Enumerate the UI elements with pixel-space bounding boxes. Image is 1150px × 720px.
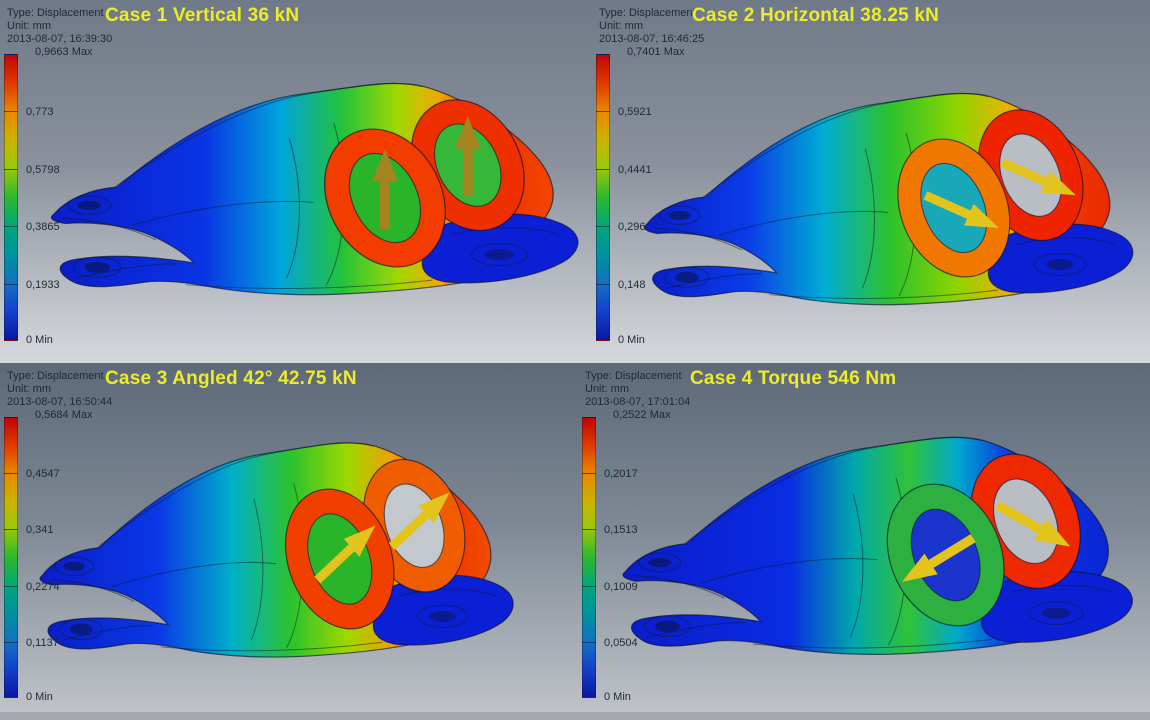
result-unit-label: Unit: mm: [7, 20, 51, 32]
foot-bolt-hole: [654, 620, 680, 632]
scale-min-value: 0 Min: [26, 334, 53, 346]
cad-edge-lines: [50, 442, 496, 652]
color-scale-bar: 0,773 0,5798 0,3865 0,1933 0 Min: [4, 54, 60, 346]
fea-model-3d-view: [39, 442, 514, 658]
load-arrow: [372, 148, 398, 230]
result-unit-label: Unit: mm: [599, 20, 643, 32]
foot-bolt-hole: [674, 271, 699, 283]
color-scale-gradient: [596, 54, 610, 341]
scale-tick: 0,0504: [582, 637, 638, 649]
base-bolt-hole: [1041, 607, 1071, 619]
scale-tick: 0,1137: [4, 637, 59, 649]
scale-max-value: 0,5684 Max: [35, 409, 93, 421]
scale-tick: 0,4547: [4, 468, 60, 480]
load-arrows: [901, 501, 1071, 582]
scale-min-value: 0 Min: [618, 334, 645, 346]
case-title: Case 2 Horizontal 38.25 kN: [692, 5, 940, 26]
case-title: Case 4 Torque 546 Nm: [690, 368, 897, 389]
scale-tick: 0,2017: [582, 468, 638, 480]
case-title: Case 1 Vertical 36 kN: [105, 5, 300, 26]
color-scale-bar: 0,2017 0,1513 0,1009 0,0504 0 Min: [582, 417, 638, 703]
scale-tick: 0,3865: [4, 221, 60, 233]
fea-panel-case-4: Type: Displacement Unit: mm 2013-08-07, …: [578, 363, 1150, 720]
scale-min-value: 0 Min: [604, 691, 631, 703]
cad-edge-lines: [62, 82, 559, 289]
fea-model-3d-view: [50, 82, 579, 296]
scale-tick: 0,1513: [582, 524, 638, 536]
foot-bolt-hole: [77, 200, 102, 210]
cad-edge-lines: [633, 436, 1114, 649]
scale-tick: 0,5798: [4, 164, 60, 176]
fea-panel-case-1: Type: Displacement Unit: mm 2013-08-07, …: [0, 0, 592, 363]
load-arrow: [901, 534, 976, 582]
load-arrow: [1000, 158, 1076, 196]
color-scale-gradient: [4, 417, 18, 698]
base-bolt-hole: [484, 249, 515, 261]
result-unit-label: Unit: mm: [7, 383, 51, 395]
result-legend-header: Type: Displacement Unit: mm 2013-08-07, …: [585, 370, 690, 422]
scale-tick: 0,1933: [4, 279, 60, 291]
result-timestamp: 2013-08-07, 17:01:04: [585, 396, 691, 408]
fea-model-viewport: [28, 411, 524, 707]
fea-model-3d-view: [643, 92, 1134, 306]
foot-bolt-hole: [84, 261, 110, 273]
bottom-border-strip: [0, 712, 1150, 720]
scale-tick: 0,4441: [596, 164, 652, 176]
color-scale-bar: 0,4547 0,341 0,2274 0,1137 0 Min: [4, 417, 60, 703]
load-arrows: [314, 492, 450, 584]
load-arrow: [995, 501, 1071, 547]
load-arrow: [454, 115, 481, 197]
scale-max-value: 0,7401 Max: [627, 46, 685, 58]
load-arrow: [388, 492, 450, 551]
scale-tick: 0,5921: [596, 106, 652, 118]
color-scale-gradient: [582, 417, 596, 698]
scale-max-value: 0,9663 Max: [35, 46, 93, 58]
foot-bolt-hole: [668, 210, 691, 220]
scale-tick: 0,296: [596, 221, 646, 233]
scale-tick: 0,2274: [4, 581, 60, 593]
scale-max-value: 0,2522 Max: [613, 409, 671, 421]
result-legend-header: Type: Displacement Unit: mm 2013-08-07, …: [7, 370, 112, 422]
fea-model-3d-view: [622, 436, 1133, 655]
result-timestamp: 2013-08-07, 16:46:25: [599, 33, 705, 45]
base-bolt-hole: [1046, 259, 1074, 271]
result-legend-header: Type: Displacement Unit: mm 2013-08-07, …: [7, 7, 112, 59]
color-scale-gradient: [4, 54, 18, 341]
foot-bolt-hole: [63, 561, 85, 572]
scale-tick: 0,1009: [582, 581, 638, 593]
result-type-label: Type: Displacement: [7, 370, 104, 382]
fea-panel-case-3: Type: Displacement Unit: mm 2013-08-07, …: [0, 363, 578, 720]
fea-model-viewport: [632, 62, 1144, 354]
load-arrow: [923, 191, 999, 229]
result-timestamp: 2013-08-07, 16:39:30: [7, 33, 113, 45]
result-type-label: Type: Displacement: [585, 370, 682, 382]
fea-panel-case-2: Type: Displacement Unit: mm 2013-08-07, …: [592, 0, 1150, 363]
base-bolt-hole: [429, 610, 456, 622]
scale-tick: 0,341: [4, 524, 54, 536]
result-type-label: Type: Displacement: [7, 7, 104, 19]
result-timestamp: 2013-08-07, 16:50:44: [7, 396, 113, 408]
scale-tick: 0,773: [4, 106, 54, 118]
scale-min-value: 0 Min: [26, 691, 53, 703]
color-scale-bar: 0,5921 0,4441 0,296 0,148 0 Min: [596, 54, 652, 346]
foot-bolt-hole: [69, 623, 93, 635]
result-unit-label: Unit: mm: [585, 383, 629, 395]
load-arrow: [314, 525, 376, 584]
load-arrows: [923, 158, 1076, 229]
case-title: Case 3 Angled 42° 42.75 kN: [105, 368, 357, 389]
foot-bolt-hole: [648, 557, 672, 568]
fea-model-viewport: [38, 52, 590, 344]
fea-model-viewport: [610, 405, 1144, 705]
result-legend-header: Type: Displacement Unit: mm 2013-08-07, …: [599, 7, 704, 59]
scale-tick: 0,148: [596, 279, 646, 291]
result-type-label: Type: Displacement: [599, 7, 696, 19]
load-arrows: [372, 115, 481, 230]
